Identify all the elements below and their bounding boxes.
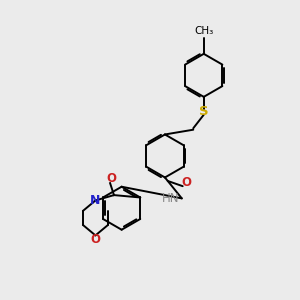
- Text: O: O: [182, 176, 192, 190]
- Text: O: O: [91, 233, 100, 246]
- Text: CH₃: CH₃: [194, 26, 213, 36]
- Text: O: O: [106, 172, 116, 185]
- Text: S: S: [199, 105, 208, 118]
- Text: HN: HN: [162, 192, 179, 205]
- Text: N: N: [90, 194, 100, 207]
